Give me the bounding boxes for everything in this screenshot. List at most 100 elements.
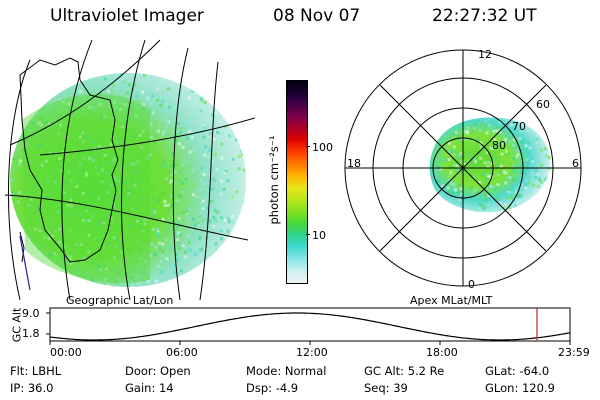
speckle-pixel	[214, 186, 218, 190]
speckle-pixel	[471, 138, 475, 142]
speckle-pixel	[58, 157, 62, 161]
status-ip: IP: 36.0	[10, 381, 54, 395]
speckle-pixel	[149, 122, 153, 126]
speckle-pixel	[164, 79, 168, 83]
speckle-pixel	[518, 137, 522, 141]
speckle-pixel	[484, 119, 488, 123]
time-tick-1800: 18:00	[426, 346, 458, 359]
speckle-pixel	[224, 169, 228, 173]
altitude-curve	[49, 312, 571, 341]
speckle-pixel	[454, 130, 458, 134]
speckle-pixel	[181, 163, 185, 167]
speckle-pixel	[38, 117, 42, 121]
speckle-pixel	[75, 140, 79, 144]
speckle-pixel	[516, 152, 520, 156]
speckle-pixel	[17, 191, 21, 195]
speckle-pixel	[517, 195, 521, 199]
speckle-pixel	[117, 179, 121, 183]
speckle-pixel	[214, 247, 218, 251]
speckle-pixel	[60, 169, 64, 173]
speckle-pixel	[224, 125, 228, 129]
speckle-pixel	[482, 163, 486, 167]
speckle-pixel	[156, 231, 160, 235]
speckle-pixel	[466, 159, 470, 163]
speckle-pixel	[213, 153, 217, 157]
speckle-pixel	[456, 156, 460, 160]
speckle-pixel	[113, 255, 117, 259]
speckle-pixel	[188, 150, 192, 154]
speckle-pixel	[478, 193, 482, 197]
speckle-pixel	[214, 242, 218, 246]
speckle-pixel	[150, 75, 154, 79]
speckle-pixel	[462, 130, 466, 134]
speckle-pixel	[498, 204, 502, 208]
speckle-pixel	[454, 188, 458, 192]
speckle-pixel	[187, 217, 191, 221]
speckle-pixel	[100, 117, 104, 121]
speckle-pixel	[69, 179, 73, 183]
speckle-pixel	[441, 184, 445, 188]
speckle-pixel	[181, 211, 185, 215]
speckle-pixel	[58, 240, 62, 244]
speckle-pixel	[19, 165, 23, 169]
status-glon: GLon: 120.9	[485, 381, 555, 395]
colorbar-tick-mark	[306, 234, 310, 235]
speckle-pixel	[112, 100, 116, 104]
speckle-pixel	[126, 148, 130, 152]
speckle-pixel	[170, 164, 174, 168]
speckle-pixel	[212, 216, 216, 220]
speckle-pixel	[70, 271, 74, 275]
speckle-pixel	[155, 227, 159, 231]
speckle-pixel	[454, 143, 458, 147]
speckle-pixel	[120, 125, 124, 129]
speckle-pixel	[137, 281, 141, 285]
speckle-pixel	[487, 163, 491, 167]
speckle-pixel	[161, 99, 165, 103]
speckle-pixel	[498, 120, 502, 124]
speckle-pixel	[163, 204, 167, 208]
speckle-pixel	[61, 150, 65, 154]
speckle-pixel	[495, 126, 499, 130]
speckle-pixel	[191, 217, 195, 221]
speckle-pixel	[173, 218, 177, 222]
speckle-pixel	[127, 189, 131, 193]
speckle-pixel	[31, 121, 35, 125]
speckle-pixel	[97, 140, 101, 144]
speckle-pixel	[530, 157, 534, 161]
speckle-pixel	[180, 189, 184, 193]
speckle-pixel	[82, 256, 86, 260]
speckle-pixel	[214, 219, 218, 223]
speckle-pixel	[37, 122, 41, 126]
speckle-pixel	[508, 163, 512, 167]
speckle-pixel	[66, 157, 70, 161]
instrument-title: Ultraviolet Imager	[50, 6, 204, 26]
speckle-pixel	[28, 129, 32, 133]
speckle-pixel	[231, 220, 235, 224]
speckle-pixel	[165, 94, 169, 98]
speckle-pixel	[202, 135, 206, 139]
speckle-pixel	[498, 130, 502, 134]
speckle-pixel	[203, 153, 207, 157]
speckle-pixel	[460, 139, 464, 143]
speckle-pixel	[179, 269, 183, 273]
speckle-pixel	[204, 145, 208, 149]
speckle-pixel	[123, 102, 127, 106]
speckle-pixel	[113, 245, 117, 249]
speckle-pixel	[126, 91, 130, 95]
speckle-pixel	[168, 204, 172, 208]
speckle-pixel	[508, 205, 512, 209]
speckle-pixel	[514, 187, 518, 191]
speckle-pixel	[136, 160, 140, 164]
speckle-pixel	[493, 157, 497, 161]
speckle-pixel	[168, 105, 172, 109]
speckle-pixel	[536, 184, 540, 188]
speckle-pixel	[131, 207, 135, 211]
speckle-pixel	[166, 87, 170, 91]
speckle-pixel	[153, 210, 157, 214]
speckle-pixel	[149, 102, 153, 106]
speckle-pixel	[103, 162, 107, 166]
speckle-pixel	[448, 178, 452, 182]
speckle-pixel	[242, 168, 246, 172]
speckle-pixel	[213, 179, 217, 183]
